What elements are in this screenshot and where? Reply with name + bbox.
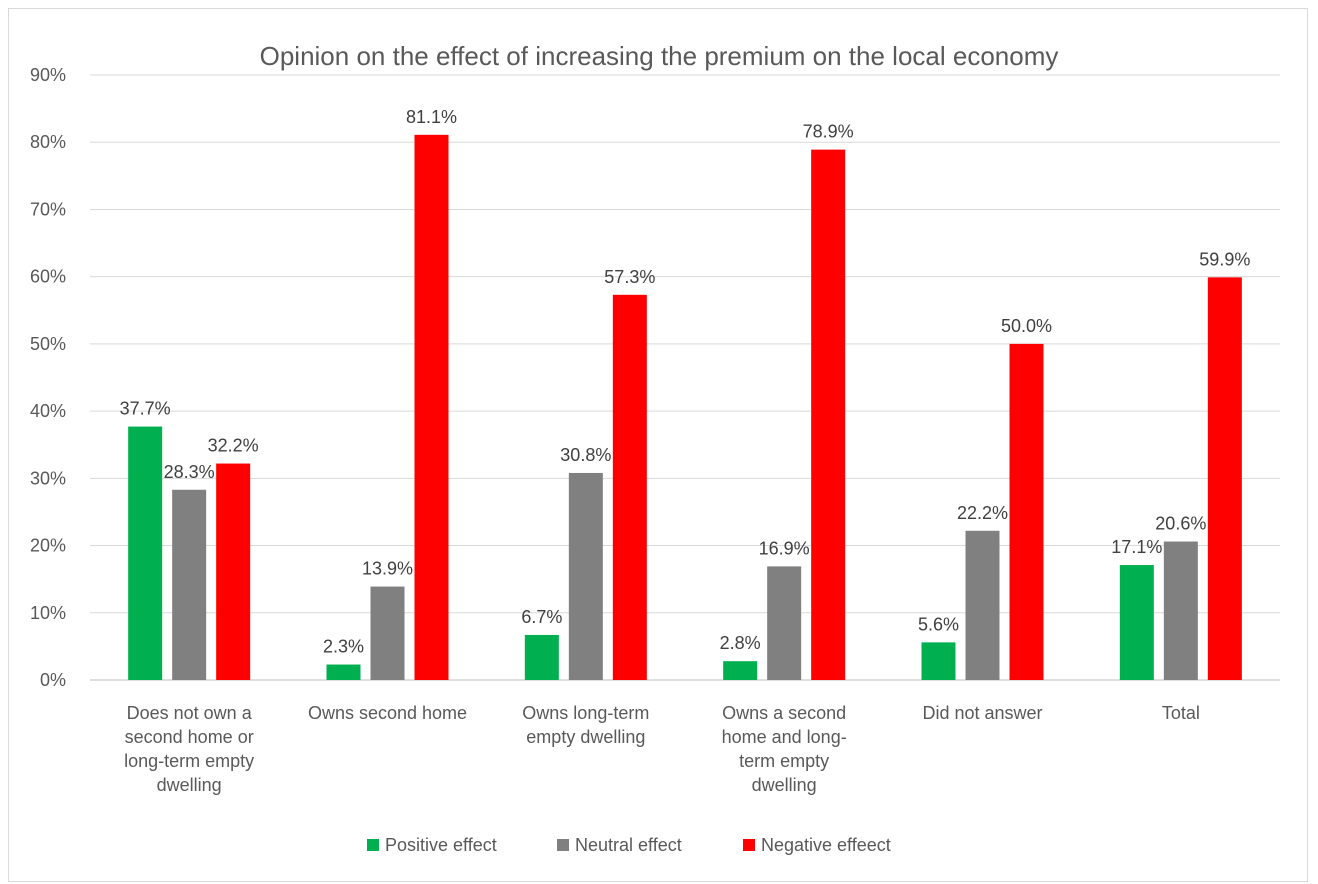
data-label: 13.9% — [362, 559, 413, 579]
bar-positive-effect — [326, 664, 361, 680]
x-category-line: dwelling — [752, 775, 817, 795]
y-tick-label: 90% — [30, 65, 66, 85]
data-label: 28.3% — [164, 462, 215, 482]
y-tick-label: 70% — [30, 199, 66, 219]
bar-chart: Opinion on the effect of increasing the … — [30, 41, 1280, 855]
legend-swatch — [743, 839, 755, 851]
data-label: 78.9% — [803, 122, 854, 142]
bar-negative-effeect — [216, 463, 251, 680]
x-category-line: term empty — [739, 751, 829, 771]
x-category-label: Does not own a second home or long-term em… — [124, 703, 254, 795]
data-label: 59.9% — [1199, 249, 1250, 269]
y-tick-label: 0% — [40, 670, 66, 690]
bar-neutral-effect — [370, 586, 405, 680]
legend-label: Negative effeect — [761, 835, 891, 855]
bar-neutral-effect — [568, 472, 603, 680]
data-label: 32.2% — [208, 436, 259, 456]
y-tick-label: 60% — [30, 267, 66, 287]
data-label: 2.8% — [720, 633, 761, 653]
bar-neutral-effect — [767, 566, 802, 680]
data-label: 17.1% — [1111, 537, 1162, 557]
x-category-line: second home or — [125, 727, 254, 747]
data-label: 81.1% — [406, 107, 457, 127]
legend-item: Negative effeect — [743, 835, 891, 855]
x-axis-categories: Does not own a second home or long-term em… — [124, 703, 1200, 795]
data-label: 16.9% — [759, 538, 810, 558]
y-tick-label: 40% — [30, 401, 66, 421]
legend-item: Positive effect — [367, 835, 497, 855]
chart-title: Opinion on the effect of increasing the … — [260, 41, 1059, 71]
x-category-line: Owns a second — [722, 703, 846, 723]
legend-swatch — [557, 839, 569, 851]
data-label: 6.7% — [521, 607, 562, 627]
legend-label: Positive effect — [385, 835, 497, 855]
x-category-line: Did not answer — [922, 703, 1042, 723]
x-category-line: Does not own a — [127, 703, 253, 723]
data-label: 2.3% — [323, 637, 364, 657]
bar-neutral-effect — [965, 530, 1000, 680]
gridlines — [90, 74, 1280, 681]
data-label: 20.6% — [1155, 514, 1206, 534]
data-label: 22.2% — [957, 503, 1008, 523]
data-label: 37.7% — [120, 399, 171, 419]
x-category-label: Owns long-term empty dwelling — [522, 703, 649, 747]
bar-positive-effect — [723, 661, 758, 680]
bar-positive-effect — [524, 634, 559, 680]
data-label: 50.0% — [1001, 316, 1052, 336]
x-category-line: Owns second home — [308, 703, 467, 723]
x-category-line: empty dwelling — [526, 727, 645, 747]
bars — [128, 134, 1242, 681]
bar-positive-effect — [921, 642, 956, 680]
y-tick-label: 10% — [30, 603, 66, 623]
bar-neutral-effect — [1163, 541, 1198, 680]
x-category-label: Owns a second home and long-term empty dwe… — [722, 703, 847, 795]
y-tick-label: 80% — [30, 132, 66, 152]
y-tick-label: 50% — [30, 334, 66, 354]
bar-neutral-effect — [172, 489, 207, 680]
x-category-line: dwelling — [157, 775, 222, 795]
data-label: 57.3% — [604, 267, 655, 287]
legend-label: Neutral effect — [575, 835, 682, 855]
x-category-line: Total — [1162, 703, 1200, 723]
y-axis-ticks: 0% 10% 20% 30% 40% 50% 60% 70% 80% 90% — [30, 65, 66, 690]
bar-positive-effect — [1119, 565, 1154, 680]
legend: Positive effect Neutral effect Negative ef… — [367, 835, 891, 855]
y-tick-label: 20% — [30, 536, 66, 556]
data-label: 30.8% — [560, 445, 611, 465]
x-category-label: Total — [1162, 703, 1200, 723]
bar-negative-effeect — [414, 134, 449, 681]
bar-negative-effeect — [1207, 277, 1242, 680]
x-category-label: Did not answer — [922, 703, 1042, 723]
x-category-line: long-term empty — [124, 751, 254, 771]
chart-frame: Opinion on the effect of increasing the … — [8, 8, 1308, 882]
x-category-line: Owns long-term — [522, 703, 649, 723]
data-label: 5.6% — [918, 614, 959, 634]
y-tick-label: 30% — [30, 468, 66, 488]
bar-positive-effect — [128, 426, 163, 680]
bar-negative-effeect — [1009, 343, 1044, 680]
data-labels: 37.7% 2.3% 6.7% 2.8% 5.6% 17.1% 28.3% 13.9% 30.8… — [120, 107, 1251, 657]
legend-item: Neutral effect — [557, 835, 682, 855]
bar-negative-effeect — [811, 149, 846, 680]
bar-negative-effeect — [612, 294, 647, 680]
x-category-line: home and long- — [722, 727, 847, 747]
legend-swatch — [367, 839, 379, 851]
x-category-label: Owns second home — [308, 703, 467, 723]
